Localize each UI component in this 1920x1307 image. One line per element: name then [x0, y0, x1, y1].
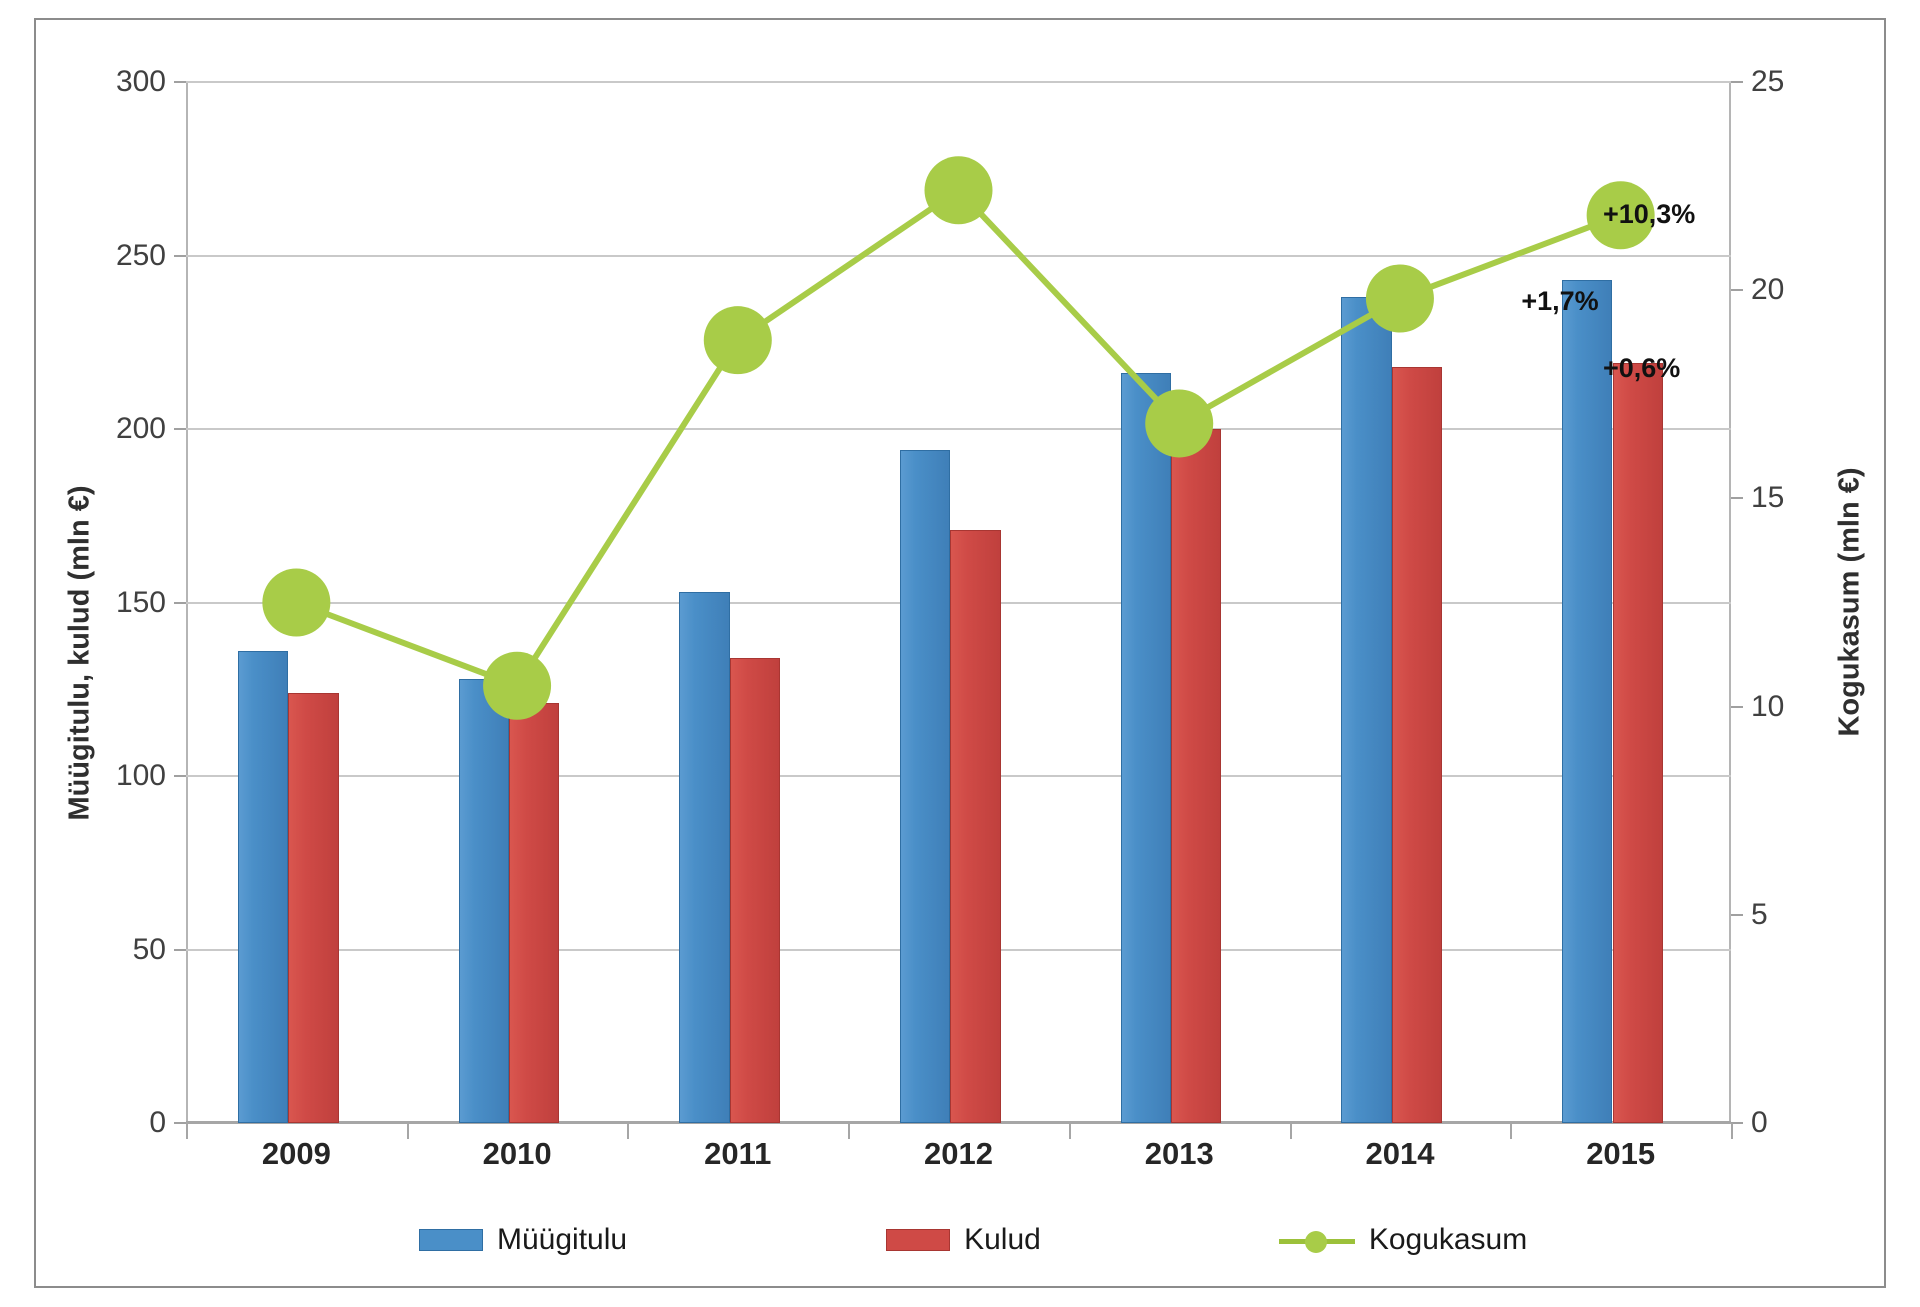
plot-area: 0 50 100 150 200 250 300 0 5 10 15 20 25 +10,3% +1,7…: [116, 65, 1784, 1139]
bar-muugitulu[interactable]: [458, 678, 509, 1123]
right-axis-tick-label: 25: [1751, 65, 1785, 98]
bar-kulud[interactable]: [1391, 366, 1443, 1123]
left-tickmark: [174, 775, 186, 777]
legend-label-kogukasum: Kogukasum: [1368, 1223, 1528, 1256]
left-tickmark: [174, 81, 186, 83]
left-axis-tick-label: 100: [115, 759, 166, 792]
bar-kulud[interactable]: [950, 529, 1001, 1123]
x-tickmark: [186, 1123, 188, 1139]
x-axis-tick-label: 2015: [1586, 1136, 1656, 1171]
bar-kulud[interactable]: [288, 692, 339, 1123]
left-axis-title: Müügitulu, kulud (mln €): [63, 485, 96, 821]
kogukasum-marker[interactable]: [703, 306, 772, 375]
x-tickmark: [848, 1123, 851, 1139]
legend-item-muugitulu[interactable]: Müügitulu: [419, 1223, 627, 1257]
left-tickmark: [174, 254, 186, 257]
x-axis-labels: 2009 2010 2011 2012 2013 2014 2015: [186, 1136, 1731, 1196]
right-tickmark: [1731, 913, 1743, 916]
bar-kulud[interactable]: [1612, 363, 1663, 1123]
left-axis-tick-label: 50: [132, 932, 166, 966]
right-tickmark: [1731, 497, 1743, 500]
gridline: [186, 254, 1731, 257]
kogukasum-line-series: [262, 156, 1655, 720]
bar-group: [407, 82, 628, 1123]
bar-muugitulu[interactable]: [1341, 297, 1392, 1123]
x-axis-tick-label: 2009: [261, 1136, 331, 1171]
bar-group: [1069, 82, 1290, 1123]
red-bar-swatch-icon: [886, 1229, 951, 1251]
kogukasum-marker[interactable]: [483, 651, 552, 720]
right-tickmark: [1731, 1122, 1743, 1124]
bar-muugitulu[interactable]: [900, 449, 951, 1123]
x-tickmark: [1289, 1123, 1292, 1139]
x-axis-tick-label: 2012: [924, 1136, 993, 1171]
left-axis-tick-label: 0: [149, 1106, 166, 1139]
right-axis-tick-label: 15: [1751, 481, 1785, 515]
legend-item-kulud[interactable]: Kulud: [886, 1223, 1041, 1257]
x-axis-tick-label: 2011: [704, 1136, 772, 1171]
green-line-marker-icon: [1278, 1230, 1355, 1253]
bar-group: [848, 82, 1069, 1123]
blue-bar-swatch-icon: [419, 1229, 483, 1251]
right-axis-tick-label: 0: [1751, 1106, 1768, 1139]
left-axis-tick-label: 200: [115, 412, 166, 445]
left-tickmark: [174, 1122, 186, 1124]
left-tickmark: [174, 948, 186, 951]
data-label-kulud-2015: +0,6%: [1602, 353, 1681, 384]
left-axis-tick-label: 300: [115, 65, 166, 98]
right-tickmark: [1731, 705, 1743, 708]
bar-muugitulu[interactable]: [1120, 373, 1172, 1123]
chart-legend: Müügitulu Kulud Kogukasum: [186, 1210, 1731, 1270]
kogukasum-marker[interactable]: [924, 156, 993, 225]
right-axis-tick-label: 20: [1751, 273, 1785, 307]
x-tickmark: [1731, 1123, 1733, 1139]
bar-group: [1510, 82, 1731, 1123]
right-axis-tick-label: 5: [1751, 897, 1768, 931]
bar-muugitulu[interactable]: [679, 592, 730, 1123]
x-axis-tick-label: 2010: [482, 1136, 552, 1171]
right-tickmark: [1731, 289, 1743, 292]
bar-kulud[interactable]: [729, 658, 780, 1123]
kogukasum-marker[interactable]: [262, 568, 331, 637]
x-tickmark: [1068, 1123, 1071, 1139]
kogukasum-line: [295, 186, 1622, 690]
chart-frame: Müügitulu, kulud (mln €) Kogukasum (mln …: [34, 18, 1886, 1288]
bar-groups: [186, 82, 1731, 1123]
bar-group: [186, 82, 407, 1123]
bar-group: [627, 82, 848, 1123]
left-tickmark: [174, 601, 186, 604]
kogukasum-marker[interactable]: [1365, 264, 1434, 333]
gridline: [186, 81, 1731, 83]
right-tickmark: [1731, 81, 1743, 83]
legend-item-kogukasum[interactable]: Kogukasum: [1278, 1223, 1528, 1257]
gridline: [186, 428, 1731, 430]
data-label-muugitulu-2015: +1,7%: [1521, 285, 1599, 316]
left-axis-tick-label: 150: [115, 585, 166, 619]
bar-group: [1290, 82, 1511, 1123]
kogukasum-marker[interactable]: [1586, 181, 1655, 250]
bar-muugitulu[interactable]: [237, 651, 289, 1123]
legend-label-muugitulu: Müügitulu: [497, 1223, 628, 1256]
left-axis-tick-label: 250: [115, 238, 166, 272]
bar-muugitulu[interactable]: [1562, 279, 1613, 1123]
x-tickmark: [627, 1123, 630, 1139]
bar-kulud[interactable]: [508, 703, 560, 1123]
x-tickmark: [406, 1123, 409, 1139]
x-tickmark: [1510, 1123, 1513, 1139]
right-axis-title: Kogukasum (mln €): [1833, 467, 1866, 737]
right-axis-tick-label: 10: [1751, 689, 1785, 723]
legend-label-kulud: Kulud: [964, 1223, 1041, 1256]
x-axis-tick-label: 2013: [1144, 1136, 1214, 1171]
bar-kulud[interactable]: [1171, 429, 1222, 1123]
data-label-kogukasum-2015: +10,3%: [1602, 199, 1696, 230]
left-tickmark: [174, 428, 186, 430]
x-axis-tick-label: 2014: [1365, 1136, 1435, 1171]
kogukasum-marker[interactable]: [1145, 389, 1214, 458]
